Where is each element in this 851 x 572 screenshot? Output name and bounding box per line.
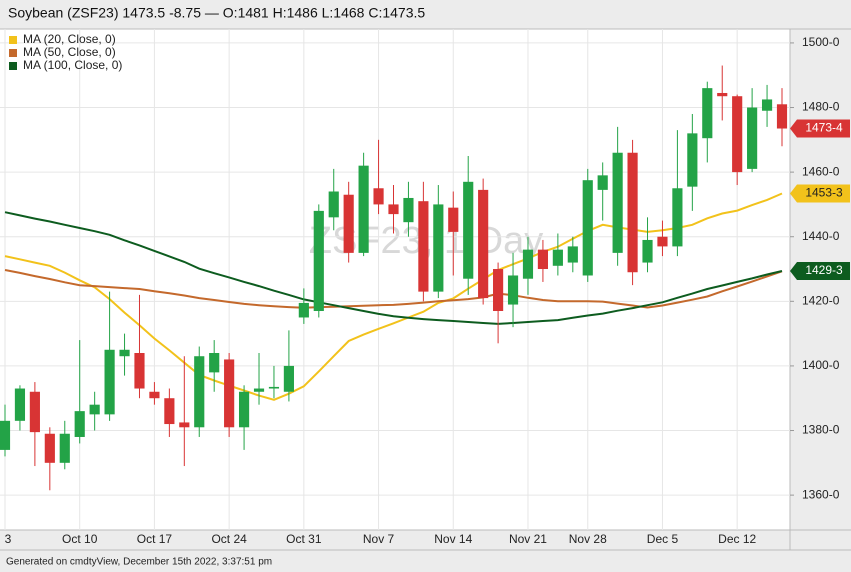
candle-body: [313, 210, 324, 312]
candle-body: [582, 180, 593, 276]
candle-body: [552, 249, 563, 266]
candle-body: [493, 269, 504, 312]
candle-body: [448, 207, 459, 232]
x-tick-label: Nov 7: [363, 532, 395, 546]
x-tick-label: Oct 31: [286, 532, 322, 546]
y-tick-label: 1380-0: [802, 423, 840, 437]
legend-swatch: [9, 62, 17, 70]
ma-line: [4, 211, 783, 325]
candle-body: [463, 181, 474, 279]
candle-body: [732, 96, 743, 173]
ma-line: [4, 192, 783, 401]
candle-body: [29, 391, 40, 433]
candle-body: [672, 188, 683, 247]
price-label-box: [790, 262, 850, 281]
price-label: 1473-4: [805, 121, 843, 135]
candle-body: [0, 420, 11, 450]
y-tick-label: 1480-0: [802, 100, 840, 114]
candle-body: [14, 388, 26, 421]
candle-body: [612, 152, 623, 253]
candle-body: [567, 246, 578, 263]
price-label: 1453-3: [805, 186, 843, 200]
candle-body: [179, 422, 190, 428]
candle-body: [224, 359, 235, 428]
ma-line: [4, 269, 783, 309]
legend-swatch: [9, 36, 17, 44]
candle-body: [403, 197, 414, 223]
legend-swatch: [9, 49, 17, 57]
plot-area: [0, 29, 790, 530]
candle-body: [522, 249, 534, 279]
candle-body: [59, 433, 70, 463]
candle-body: [627, 152, 638, 273]
candle-body: [433, 204, 444, 292]
candle-body: [238, 391, 250, 428]
y-tick-label: 1500-0: [802, 35, 840, 49]
candle-body: [717, 92, 728, 97]
candle-body: [253, 388, 265, 392]
x-tick-label: Oct 17: [137, 532, 173, 546]
candle-body: [388, 204, 399, 215]
x-tick-label: Nov 28: [569, 532, 607, 546]
x-tick-label: Oct 24: [211, 532, 247, 546]
candle-body: [776, 104, 788, 129]
y-tick-label: 1360-0: [802, 487, 840, 501]
x-tick-label: Dec 5: [647, 532, 679, 546]
y-tick-label: 1460-0: [802, 164, 840, 178]
candle-body: [74, 411, 85, 437]
candle-body: [328, 191, 339, 218]
candle-body: [358, 165, 369, 253]
candle-body: [597, 175, 608, 190]
candle-body: [702, 88, 713, 139]
candle-body: [283, 365, 294, 392]
candle-body: [373, 188, 384, 205]
candle-body: [478, 189, 489, 299]
footer: Generated on cmdtyView, December 15th 20…: [6, 557, 272, 568]
candle-body: [119, 349, 130, 357]
candle-body: [104, 349, 115, 415]
candle-body: [507, 275, 519, 305]
candle-body: [44, 433, 55, 463]
candle-body: [89, 404, 100, 415]
candle-body: [194, 356, 205, 428]
candle-body: [134, 352, 145, 389]
x-tick-label: Nov 21: [509, 532, 547, 546]
candle-body: [687, 133, 698, 187]
chart-title: Soybean (ZSF23) 1473.5 -8.75 — O:1481 H:…: [8, 5, 425, 21]
candle-body: [164, 398, 175, 425]
candle-body: [298, 302, 309, 318]
candle-body: [657, 236, 668, 247]
price-label-box: [790, 119, 850, 138]
x-tick-label: Dec 12: [718, 532, 756, 546]
x-tick-label: Oct 10: [62, 532, 98, 546]
legend-label: MA (50, Close, 0): [23, 45, 116, 59]
y-tick-label: 1400-0: [802, 358, 840, 372]
candle-body: [761, 99, 773, 111]
candle-body: [642, 239, 653, 263]
price-label-box: [790, 184, 850, 203]
candle-body: [747, 107, 758, 169]
candle-body: [418, 201, 429, 292]
y-tick-label: 1440-0: [802, 229, 840, 243]
candle-body: [537, 249, 549, 270]
grid: [0, 29, 790, 530]
y-tick-label: 1420-0: [802, 293, 840, 307]
price-label: 1429-3: [805, 263, 843, 277]
candle-body: [149, 391, 160, 399]
candle-body: [209, 352, 220, 373]
x-tick-label: 3: [5, 532, 12, 546]
x-tick-label: Nov 14: [434, 532, 472, 546]
legend-label: MA (20, Close, 0): [23, 32, 116, 46]
candle-body: [343, 194, 354, 253]
candle-body: [268, 386, 280, 389]
legend-label: MA (100, Close, 0): [23, 58, 122, 72]
